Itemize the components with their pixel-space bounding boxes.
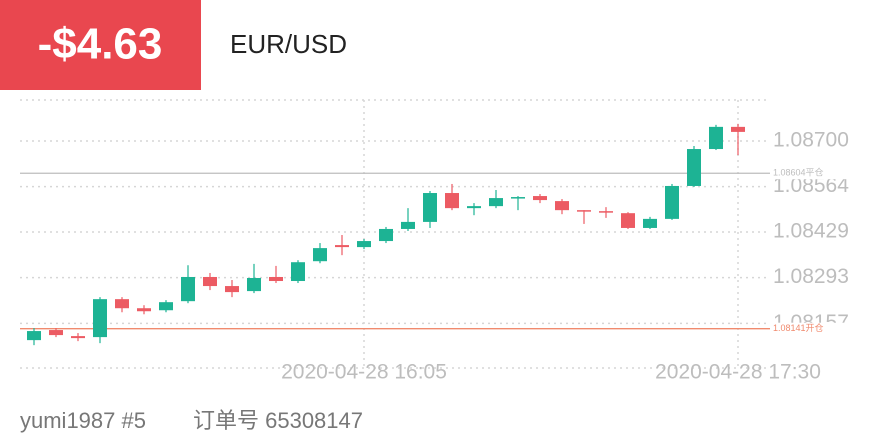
- candle-body: [115, 299, 129, 309]
- candle-body: [159, 302, 173, 311]
- y-tick-label: 1.08293: [773, 265, 849, 288]
- candle-body: [621, 213, 635, 228]
- y-tick-label: 1.08564: [773, 174, 849, 197]
- pnl-badge: [0, 0, 201, 90]
- candle-body: [577, 210, 591, 212]
- candle-body: [27, 331, 41, 341]
- candle-body: [137, 308, 151, 312]
- candle-body: [731, 126, 745, 132]
- candle-body: [467, 206, 481, 209]
- x-tick-label: 2020-04-28 17:30: [655, 361, 821, 384]
- candle-body: [203, 276, 217, 287]
- candle-body: [555, 201, 569, 211]
- candle-body: [291, 262, 305, 282]
- candle-body: [49, 330, 63, 336]
- candle-body: [357, 241, 371, 248]
- candle-body: [181, 276, 195, 302]
- candle-body: [335, 245, 349, 248]
- reference-label: 1.08604平仓: [773, 167, 824, 178]
- candle-body: [269, 276, 283, 282]
- candle-body: [313, 248, 327, 262]
- reference-label: 1.08141开仓: [773, 322, 824, 333]
- order-number: 订单号 65308147: [193, 408, 363, 433]
- user: yumi1987 #5: [20, 408, 146, 433]
- chart: 1.081571.082931.084291.085641.087002020-…: [20, 99, 862, 384]
- candle-body: [225, 286, 239, 293]
- y-tick-label: 1.08700: [773, 129, 849, 152]
- candle-body: [445, 193, 459, 209]
- candle-body: [489, 198, 503, 207]
- candle-body: [709, 126, 723, 150]
- candle-body: [423, 193, 437, 222]
- candle-body: [247, 277, 261, 292]
- candle-body: [401, 221, 415, 229]
- candle-body: [599, 211, 613, 213]
- symbol: EUR/USD: [230, 29, 347, 59]
- candle-body: [93, 299, 107, 338]
- x-tick-label: 2020-04-28 16:05: [281, 361, 447, 384]
- candle-body: [511, 197, 525, 199]
- candle-body: [665, 185, 679, 219]
- candle-body: [379, 228, 393, 242]
- y-tick-label: 1.08429: [773, 220, 849, 243]
- candle-body: [643, 218, 657, 228]
- reference-label-bg: [772, 322, 862, 335]
- candle-body: [533, 196, 547, 201]
- pnl-value: -$4.63: [38, 20, 163, 69]
- candle-body: [687, 149, 701, 186]
- reference-label-bg: [772, 167, 862, 180]
- candle-body: [71, 336, 85, 339]
